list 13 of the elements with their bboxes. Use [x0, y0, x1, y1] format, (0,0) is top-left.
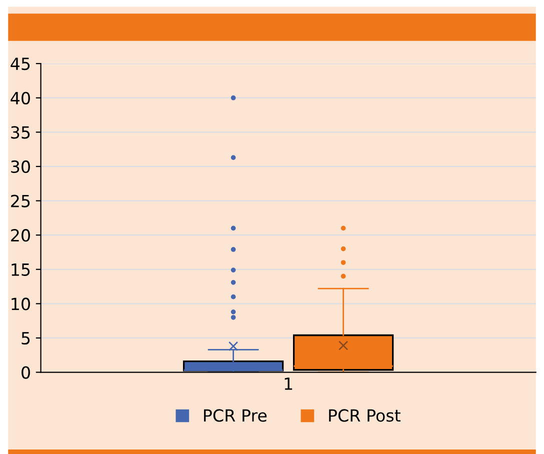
- y-tick-label: 35: [11, 126, 30, 139]
- y-tick-label: 0: [22, 366, 30, 379]
- y-tick-label: 10: [12, 298, 30, 310]
- y-tick-label: 20: [11, 229, 30, 242]
- y-tick-label: 45: [10, 58, 30, 70]
- y-tick-label: 30: [11, 160, 30, 174]
- y-tick-label: 40: [10, 92, 30, 104]
- x-tick-label: 1: [284, 378, 292, 390]
- legend-label: PCR Pre: [204, 409, 267, 422]
- y-tick-label: 25: [11, 194, 30, 208]
- legend-label: PCR Post: [329, 409, 400, 422]
- y-tick-label: 15: [12, 264, 30, 276]
- y-tick-label: 5: [22, 332, 30, 345]
